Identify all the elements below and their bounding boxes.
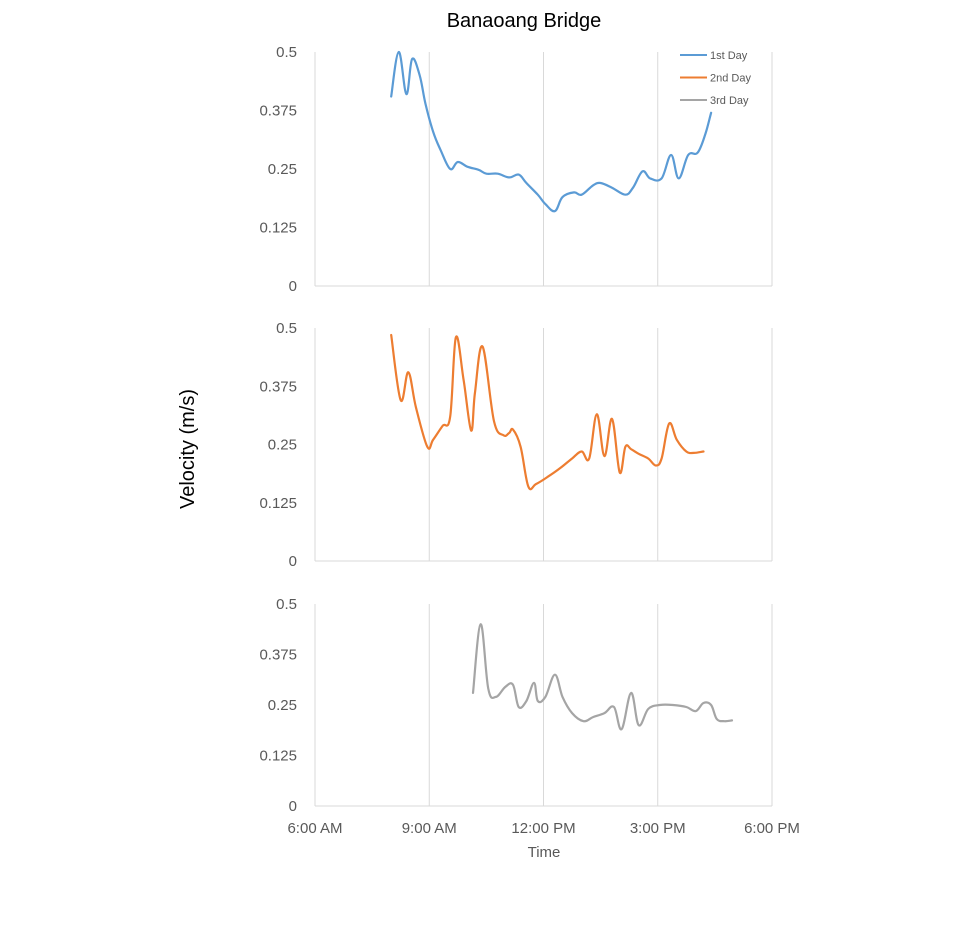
x-axis-title: Time xyxy=(528,844,561,861)
series-line-3 xyxy=(471,623,734,731)
y-tick-label: 0.125 xyxy=(259,495,297,512)
y-tick-label: 0.25 xyxy=(268,437,297,454)
y-tick-label: 0.125 xyxy=(259,220,297,237)
legend: 1st Day 2nd Day 3rd Day xyxy=(680,50,751,107)
chart-title: Banaoang Bridge xyxy=(447,10,602,32)
panel-1: 0 0.125 0.25 0.375 0.5 xyxy=(259,44,773,295)
y-tick-label: 0.375 xyxy=(259,103,297,120)
series-line-1 xyxy=(390,50,713,213)
legend-label: 1st Day xyxy=(710,50,748,62)
y-tick-label: 0.375 xyxy=(259,378,297,395)
y-tick-label: 0 xyxy=(289,278,297,295)
x-tick-label: 6:00 PM xyxy=(744,820,800,837)
y-tick-label: 0.5 xyxy=(276,44,297,61)
legend-label: 3rd Day xyxy=(710,95,749,107)
y-tick-label: 0.25 xyxy=(268,697,297,714)
y-tick-label: 0.5 xyxy=(276,596,297,613)
x-tick-label: 3:00 PM xyxy=(630,820,686,837)
y-tick-label: 0.375 xyxy=(259,647,297,664)
y-tick-label: 0.5 xyxy=(276,320,297,337)
y-tick-label: 0.125 xyxy=(259,748,297,765)
y-axis-title: Velocity (m/s) xyxy=(177,389,199,509)
y-tick-label: 0 xyxy=(289,798,297,815)
panel-3: 0 0.125 0.25 0.375 0.5 6:00 AM 9:00 AM 12:00 PM… xyxy=(259,596,799,837)
y-tick-label: 0.25 xyxy=(268,161,297,178)
panel-2: 0 0.125 0.25 0.375 0.5 xyxy=(259,320,773,570)
y-tick-label: 0 xyxy=(289,553,297,570)
x-tick-label: 9:00 AM xyxy=(402,820,457,837)
x-tick-label: 12:00 PM xyxy=(511,820,575,837)
x-tick-label: 6:00 AM xyxy=(287,820,342,837)
legend-label: 2nd Day xyxy=(710,73,751,85)
chart-panels: 0 0.125 0.25 0.375 0.5 0 0.125 0.25 0.375 0.5 0 0.1… xyxy=(259,44,799,837)
series-line-2 xyxy=(390,333,705,491)
